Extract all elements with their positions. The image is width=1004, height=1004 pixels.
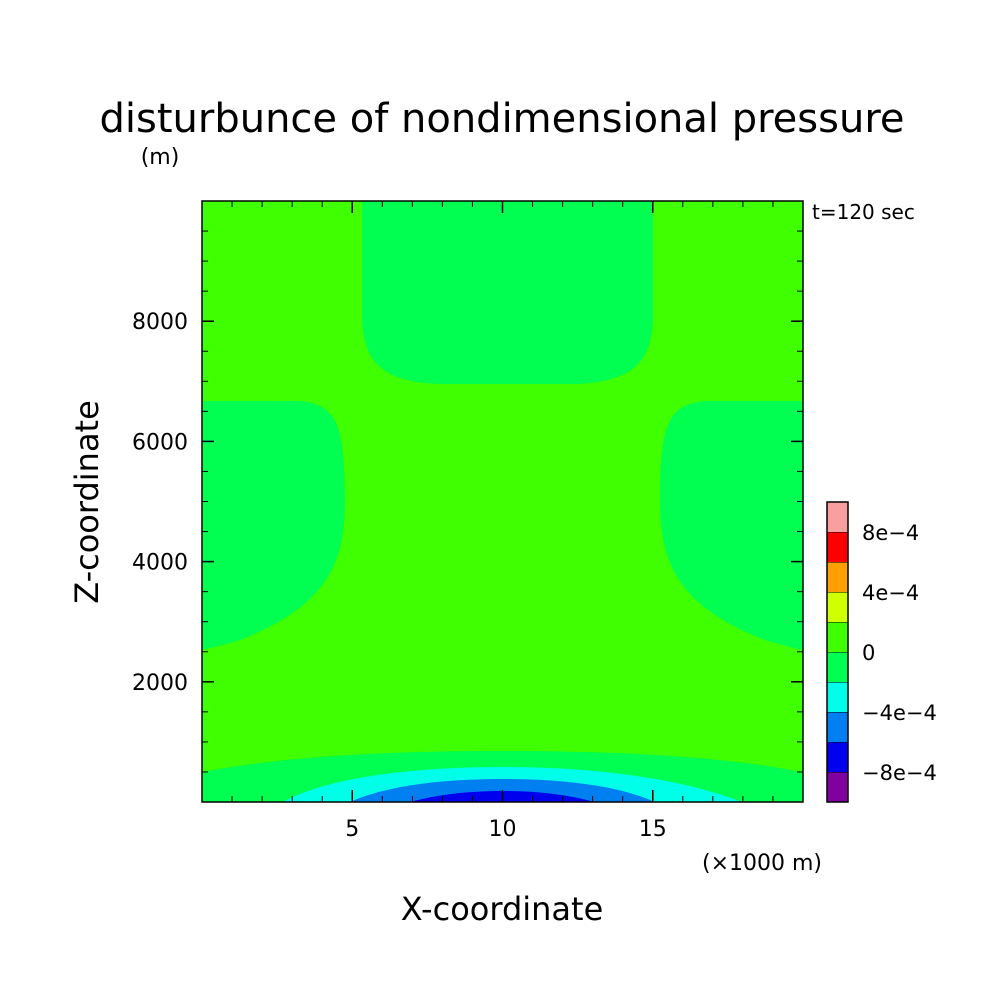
- major-ticks: [202, 201, 803, 802]
- colorbar-swatch: [827, 652, 848, 682]
- x-tick-label: 15: [639, 817, 667, 842]
- plot-area: [201, 200, 804, 803]
- region-top-center: [362, 201, 653, 384]
- colorbar-tick-label: 4e−4: [862, 581, 919, 605]
- time-annotation: t=120 sec: [812, 200, 915, 224]
- colorbar-swatch: [827, 742, 848, 772]
- region-right-middle: [660, 401, 803, 650]
- colorbar-swatch: [827, 682, 848, 712]
- colorbar-tick-label: 8e−4: [862, 521, 919, 545]
- colorbar-frame: [826, 501, 849, 803]
- y-tick-label: 4000: [132, 551, 188, 576]
- y-tick-label: 6000: [132, 430, 188, 455]
- x-axis-label: X-coordinate: [401, 890, 604, 928]
- colorbar: −8e−4 −4e−4 0 4e−4 8e−4: [826, 501, 937, 803]
- x-tick-labels: 5 10 15: [345, 817, 667, 842]
- y-tick-labels: 2000 4000 6000 8000: [132, 310, 188, 696]
- region-left-middle: [202, 401, 345, 650]
- colorbar-tick-label: 0: [862, 641, 875, 665]
- colorbar-tick-label: −8e−4: [862, 761, 937, 785]
- x-axis-unit: (×1000 m): [702, 851, 822, 876]
- chart-title: disturbunce of nondimensional pressure: [100, 96, 905, 142]
- colorbar-tick-label: −4e−4: [862, 701, 937, 725]
- colorbar-swatch: [827, 712, 848, 742]
- y-axis-label: Z-coordinate: [68, 400, 106, 604]
- minor-ticks: [202, 201, 803, 802]
- x-tick-label: 10: [489, 817, 517, 842]
- colorbar-swatch: [827, 532, 848, 562]
- chart-subtitle: (m): [141, 145, 180, 170]
- colorbar-swatch: [827, 622, 848, 652]
- y-tick-label: 2000: [132, 671, 188, 696]
- colorbar-swatch: [827, 592, 848, 622]
- colorbar-swatch: [827, 772, 848, 802]
- x-tick-label: 5: [345, 817, 359, 842]
- y-tick-label: 8000: [132, 310, 188, 335]
- colorbar-swatch: [827, 502, 848, 532]
- colorbar-swatch: [827, 562, 848, 592]
